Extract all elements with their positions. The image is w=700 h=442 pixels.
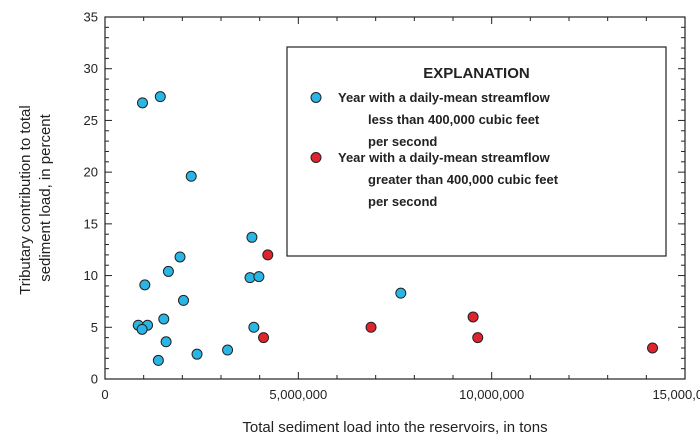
x-tick-label: 0 [101,387,108,402]
data-point-low-flow [222,344,234,356]
y-tick-label: 15 [84,216,98,231]
plot-frame [104,16,686,380]
data-point-high-flow [467,311,479,323]
data-point-low-flow [139,279,151,291]
data-point-low-flow [246,231,258,243]
legend-marker-red [310,152,322,163]
x-axis-title: Total sediment load into the reservoirs,… [242,419,547,436]
legend-marker-blue [310,92,322,103]
data-point-low-flow [158,313,170,325]
data-point-high-flow [262,249,274,261]
y-tick-label: 10 [84,268,98,283]
x-tick-label: 10,000,000 [459,387,524,402]
data-point-low-flow [174,251,186,263]
legend-entry-blue-line-2: less than 400,000 cubic feet [368,112,540,127]
y-tick-label: 20 [84,165,98,180]
y-axis-title-line-2: sediment load, in percent [37,113,54,281]
legend-entry-blue: Year with a daily-mean streamflow less t… [338,90,553,149]
legend-entry-blue-line-3: per second [368,134,437,149]
y-tick-label: 5 [91,320,98,335]
x-tick-label: 5,000,000 [269,387,327,402]
x-axis: 0 5,000,000 10,000,000 15,000,000 [101,17,700,402]
legend-title: EXPLANATION [423,65,529,82]
legend-entry-red-line-1: Year with a daily-mean streamflow [338,150,551,165]
data-point-low-flow [191,348,203,360]
data-point-low-flow [137,97,149,109]
data-point-high-flow [258,332,270,344]
data-point-low-flow [185,170,197,182]
y-tick-label: 0 [91,372,98,387]
data-point-high-flow [365,321,377,333]
plot-area [104,16,686,380]
legend-box [286,46,667,257]
y-axis-title-line-1: Tributary contribution to total [17,105,34,295]
y-axis-title: Tributary contribution to total sediment… [17,101,54,295]
data-point-low-flow [152,354,164,366]
legend-entry-blue-line-1: Year with a daily-mean streamflow [338,90,551,105]
y-axis: 0 5 10 15 20 25 30 35 [84,10,685,387]
y-tick-label: 25 [84,113,98,128]
data-point-low-flow [395,287,407,299]
legend-entry-red-line-3: per second [368,194,437,209]
data-point-high-flow [647,342,659,354]
legend-entry-red-line-2: greater than 400,000 cubic feet [368,172,559,187]
data-point-low-flow [136,323,148,335]
x-tick-label: 15,000,000 [652,387,700,402]
y-tick-label: 35 [84,10,98,25]
data-points [132,91,659,366]
y-tick-label: 30 [84,61,98,76]
data-point-low-flow [160,336,172,348]
legend-entry-red: Year with a daily-mean streamflow greate… [338,150,562,209]
data-point-low-flow [154,91,166,103]
data-point-low-flow [253,271,265,283]
data-point-high-flow [472,332,484,344]
legend: EXPLANATION Year with a daily-mean strea… [286,46,667,257]
data-point-low-flow [177,294,189,306]
data-point-low-flow [162,265,174,277]
data-point-low-flow [248,321,260,333]
